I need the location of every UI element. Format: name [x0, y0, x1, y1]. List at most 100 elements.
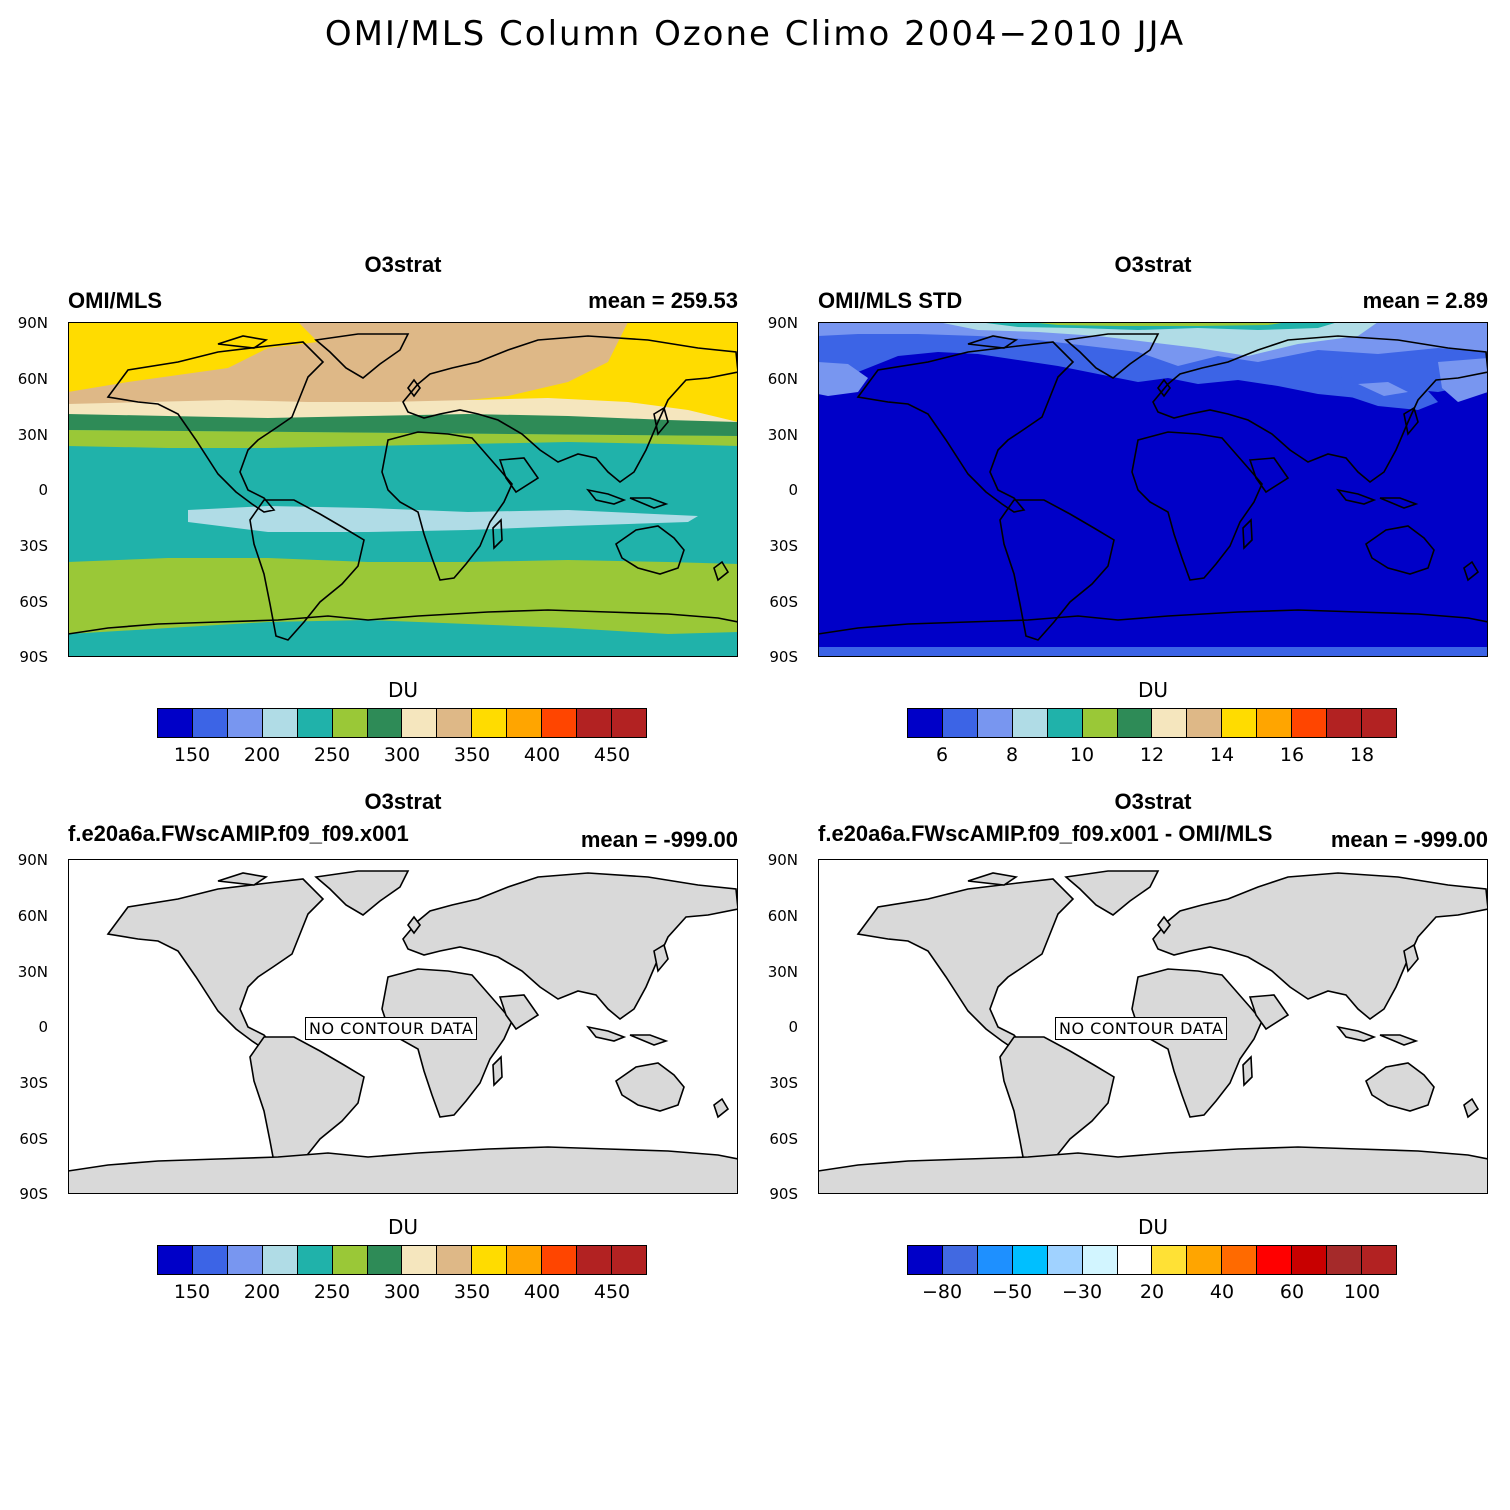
- colorbar-swatch: [472, 1246, 508, 1274]
- colorbar-swatch: [1047, 1246, 1083, 1274]
- lat-label-90s: 90S: [19, 1185, 48, 1203]
- colorbar-swatch: [192, 709, 228, 737]
- colorbar-units: DU: [1137, 678, 1169, 702]
- colorbar-tick: 100: [1343, 1281, 1381, 1303]
- lat-label-60s: 60S: [769, 1130, 798, 1148]
- colorbar-tick: 10: [1069, 744, 1095, 766]
- lat-label-90n: 90N: [17, 851, 48, 869]
- colorbar-tick: 250: [313, 744, 351, 766]
- colorbar-tick: 150: [173, 744, 211, 766]
- lat-label-30s: 30S: [769, 1074, 798, 1092]
- lat-label-90s: 90S: [769, 1185, 798, 1203]
- lat-label-90n: 90N: [767, 314, 798, 332]
- colorbar-units: DU: [387, 1215, 419, 1239]
- colorbar-tick: 300: [383, 744, 421, 766]
- lat-label-90n: 90N: [17, 314, 48, 332]
- panel-variable: O3strat: [1114, 252, 1192, 277]
- colorbar-tick: 200: [243, 1281, 281, 1303]
- colorbar-tick: 14: [1209, 744, 1235, 766]
- lat-label-30s: 30S: [19, 1074, 48, 1092]
- colorbar-swatch: [1222, 1246, 1258, 1274]
- colorbar-swatch: [1327, 1246, 1362, 1274]
- figure-title: OMI/MLS Column Ozone Climo 2004−2010 JJA: [324, 14, 1186, 54]
- colorbar-ticks: 150 200 250 300 350 400 450: [157, 1281, 647, 1305]
- colorbar-tick: 450: [593, 744, 631, 766]
- panel-case-label: OMI/MLS STD: [818, 288, 963, 313]
- colorbar-tick: −30: [1061, 1281, 1103, 1303]
- no-contour-data-label: NO CONTOUR DATA: [305, 1017, 478, 1040]
- colorbar-swatch: [1047, 709, 1083, 737]
- colorbar-tick: 300: [383, 1281, 421, 1303]
- lat-label-30n: 30N: [767, 963, 798, 981]
- lat-label-0: 0: [788, 481, 798, 499]
- colorbar-tick: 400: [523, 744, 561, 766]
- colorbar-tick: 350: [453, 1281, 491, 1303]
- colorbar-swatch: [1257, 1246, 1293, 1274]
- lat-label-0: 0: [38, 481, 48, 499]
- colorbar-swatch: [542, 1246, 578, 1274]
- colorbar-swatch: [1187, 709, 1223, 737]
- colorbar-swatch: [262, 1246, 298, 1274]
- lat-label-60n: 60N: [17, 907, 48, 925]
- lat-label-90n: 90N: [767, 851, 798, 869]
- lat-label-30s: 30S: [769, 537, 798, 555]
- colorbar-swatch: [942, 709, 978, 737]
- colorbar-tick: 40: [1209, 1281, 1235, 1303]
- colorbar-swatch: [1187, 1246, 1223, 1274]
- colorbar-swatch: [1152, 1246, 1188, 1274]
- colorbar-swatch: [1117, 1246, 1153, 1274]
- colorbar-swatch: [507, 709, 543, 737]
- colorbar-tick: 250: [313, 1281, 351, 1303]
- map-omi-mls-std: [818, 322, 1488, 657]
- colorbar-ticks: −80 −50 −30 20 40 60 100: [907, 1281, 1397, 1305]
- lat-label-30n: 30N: [17, 963, 48, 981]
- lat-label-0: 0: [38, 1018, 48, 1036]
- panel-mean-label: mean = -999.00: [580, 827, 738, 852]
- colorbar-swatch: [1327, 709, 1362, 737]
- colorbar-tick: 20: [1139, 1281, 1165, 1303]
- lat-label-60s: 60S: [769, 593, 798, 611]
- colorbar-swatch: [297, 1246, 333, 1274]
- colorbar-swatch: [1012, 1246, 1048, 1274]
- lat-label-60n: 60N: [767, 370, 798, 388]
- panel-variable: O3strat: [364, 789, 442, 814]
- colorbar-swatch: [262, 709, 298, 737]
- colorbar-swatch: [367, 709, 403, 737]
- colorbar-swatch: [437, 1246, 473, 1274]
- colorbar-swatch: [1012, 709, 1048, 737]
- panel-model: O3strat f.e20a6a.FWscAMIP.f09_f09.x001 m…: [0, 789, 760, 1337]
- lat-label-30n: 30N: [17, 426, 48, 444]
- colorbar-swatch: [1082, 1246, 1118, 1274]
- colorbar-swatch: [472, 709, 508, 737]
- colorbar-swatch: [1361, 709, 1396, 737]
- colorbar-tick: 18: [1349, 744, 1375, 766]
- colorbar-swatch: [1152, 709, 1188, 737]
- colorbar-tick: −50: [991, 1281, 1033, 1303]
- colorbar-ticks: 150 200 250 300 350 400 450: [157, 744, 647, 768]
- no-contour-data-label: NO CONTOUR DATA: [1055, 1017, 1228, 1040]
- map-difference: NO CONTOUR DATA: [818, 859, 1488, 1194]
- lat-label-90s: 90S: [19, 648, 48, 666]
- colorbar-units: DU: [387, 678, 419, 702]
- lat-label-90s: 90S: [769, 648, 798, 666]
- colorbar-tick: 8: [1005, 744, 1019, 766]
- panel-model-minus-obs: O3strat f.e20a6a.FWscAMIP.f09_f09.x001 -…: [750, 789, 1510, 1337]
- colorbar-swatch: [402, 1246, 438, 1274]
- colorbar-tick: 6: [935, 744, 949, 766]
- colorbar-tick: 200: [243, 744, 281, 766]
- colorbar-swatch: [1257, 709, 1293, 737]
- colorbar-swatch: [507, 1246, 543, 1274]
- panel-case-label: OMI/MLS: [68, 288, 163, 313]
- colorbar-swatch: [192, 1246, 228, 1274]
- colorbar: [157, 708, 647, 738]
- colorbar-swatch: [1222, 709, 1258, 737]
- colorbar-swatch: [227, 709, 263, 737]
- panel-mean-label: mean = -999.00: [1330, 827, 1488, 852]
- colorbar-swatch: [908, 709, 943, 737]
- lat-label-0: 0: [788, 1018, 798, 1036]
- colorbar: [907, 1245, 1397, 1275]
- lat-label-60s: 60S: [19, 1130, 48, 1148]
- colorbar-swatch: [611, 1246, 646, 1274]
- colorbar-tick: 450: [593, 1281, 631, 1303]
- panel-variable: O3strat: [364, 252, 442, 277]
